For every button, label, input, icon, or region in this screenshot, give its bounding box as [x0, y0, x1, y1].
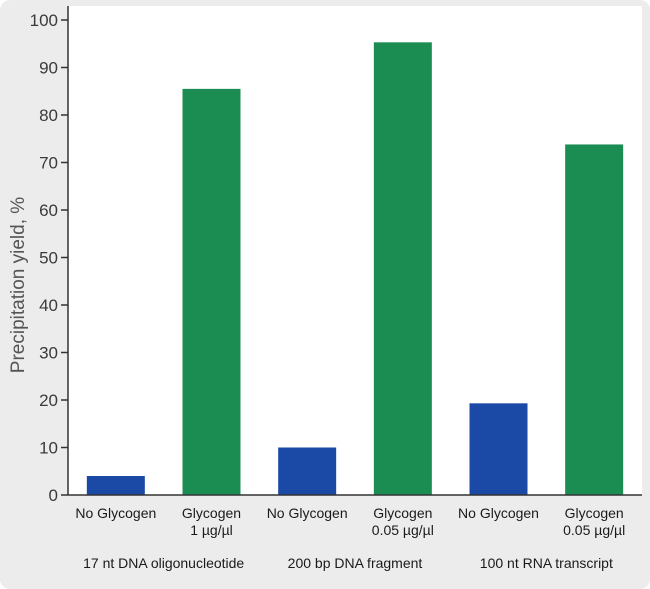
y-tick-label: 0 — [49, 486, 58, 505]
category-label: Glycogen — [565, 505, 624, 521]
plot-area — [68, 6, 642, 495]
bar — [182, 88, 241, 495]
group-label: 17 nt DNA oligonucleotide — [83, 555, 244, 571]
bar — [86, 476, 145, 495]
y-tick-label: 10 — [39, 439, 58, 458]
y-tick-label: 20 — [39, 391, 58, 410]
category-label: 0.05 µg/µl — [372, 522, 434, 538]
y-tick-label: 40 — [39, 296, 58, 315]
bar — [469, 403, 528, 495]
bar — [278, 447, 337, 495]
y-axis-ticks: 0 10 20 30 40 50 60 70 80 90 100 — [30, 11, 68, 505]
category-label: 0.05 µg/µl — [563, 522, 625, 538]
y-tick-label: 60 — [39, 201, 58, 220]
category-label: No Glycogen — [267, 505, 348, 521]
bar — [565, 144, 624, 495]
y-tick-label: 90 — [39, 59, 58, 78]
y-axis-label: Precipitation yield, % — [8, 197, 29, 373]
group-label: 200 bp DNA fragment — [288, 555, 423, 571]
y-tick-label: 30 — [39, 344, 58, 363]
category-label: 1 µg/µl — [190, 522, 233, 538]
bar — [373, 42, 432, 495]
category-label: Glycogen — [182, 505, 241, 521]
category-label: No Glycogen — [458, 505, 539, 521]
y-tick-label: 50 — [39, 249, 58, 268]
y-tick-label: 100 — [30, 11, 58, 30]
category-label: No Glycogen — [75, 505, 156, 521]
category-label: Glycogen — [373, 505, 432, 521]
y-tick-label: 70 — [39, 154, 58, 173]
group-label: 100 nt RNA transcript — [480, 555, 613, 571]
group-labels: 17 nt DNA oligonucleotide 200 bp DNA frag… — [83, 555, 613, 571]
bars — [86, 42, 624, 495]
y-tick-label: 80 — [39, 106, 58, 125]
